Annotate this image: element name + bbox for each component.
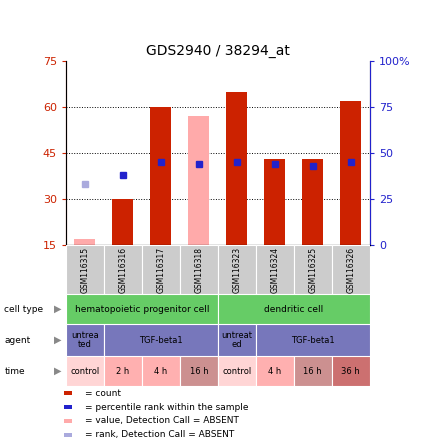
Text: agent: agent [4,336,31,345]
Bar [294,356,332,386]
Text: cell type: cell type [4,305,43,313]
Bar [104,356,142,386]
Bar [256,324,370,356]
Bar [142,245,180,294]
Text: 4 h: 4 h [154,367,167,376]
Bar [64,433,72,437]
Text: hematopoietic progenitor cell: hematopoietic progenitor cell [75,305,209,313]
Bar [218,324,256,356]
Text: 4 h: 4 h [268,367,281,376]
Bar [66,356,104,386]
Text: 2 h: 2 h [116,367,130,376]
Bar [180,356,218,386]
Bar [112,199,133,245]
Bar [66,324,104,356]
Bar [294,245,332,294]
Bar [150,107,171,245]
Bar [74,239,95,245]
Bar [340,101,361,245]
Bar [64,405,72,409]
Bar [332,245,370,294]
Text: GSM116315: GSM116315 [80,246,89,293]
Bar [142,356,180,386]
Text: TGF-beta1: TGF-beta1 [139,336,183,345]
Text: control: control [70,367,99,376]
Text: 16 h: 16 h [190,367,208,376]
Text: = value, Detection Call = ABSENT: = value, Detection Call = ABSENT [85,416,239,425]
Text: GSM116317: GSM116317 [156,246,165,293]
Text: 36 h: 36 h [341,367,360,376]
Text: GSM116323: GSM116323 [232,246,241,293]
Text: TGF-beta1: TGF-beta1 [291,336,334,345]
Bar [188,116,209,245]
Text: GSM116316: GSM116316 [118,246,127,293]
Bar [256,356,294,386]
Bar [66,245,104,294]
Bar [218,356,256,386]
Bar [302,159,323,245]
Text: = percentile rank within the sample: = percentile rank within the sample [85,403,249,412]
Text: time: time [4,367,25,376]
Text: = rank, Detection Call = ABSENT: = rank, Detection Call = ABSENT [85,430,235,440]
Text: untrea
ted: untrea ted [71,331,99,349]
Text: ▶: ▶ [54,304,62,314]
Bar [180,245,218,294]
Bar [264,159,285,245]
Bar [218,294,370,324]
Bar [332,356,370,386]
Text: GSM116326: GSM116326 [346,246,355,293]
Title: GDS2940 / 38294_at: GDS2940 / 38294_at [146,44,290,59]
Text: dendritic cell: dendritic cell [264,305,323,313]
Bar [256,245,294,294]
Text: ▶: ▶ [54,366,62,376]
Bar [104,324,218,356]
Bar [227,91,247,245]
Text: 16 h: 16 h [303,367,322,376]
Text: ▶: ▶ [54,335,62,345]
Text: = count: = count [85,388,122,398]
Text: control: control [222,367,252,376]
Bar [104,245,142,294]
Text: GSM116318: GSM116318 [194,246,203,293]
Bar [64,419,72,423]
Bar [218,245,256,294]
Text: GSM116324: GSM116324 [270,246,279,293]
Bar [64,391,72,395]
Text: GSM116325: GSM116325 [308,246,317,293]
Text: untreat
ed: untreat ed [221,331,252,349]
Bar [66,294,218,324]
